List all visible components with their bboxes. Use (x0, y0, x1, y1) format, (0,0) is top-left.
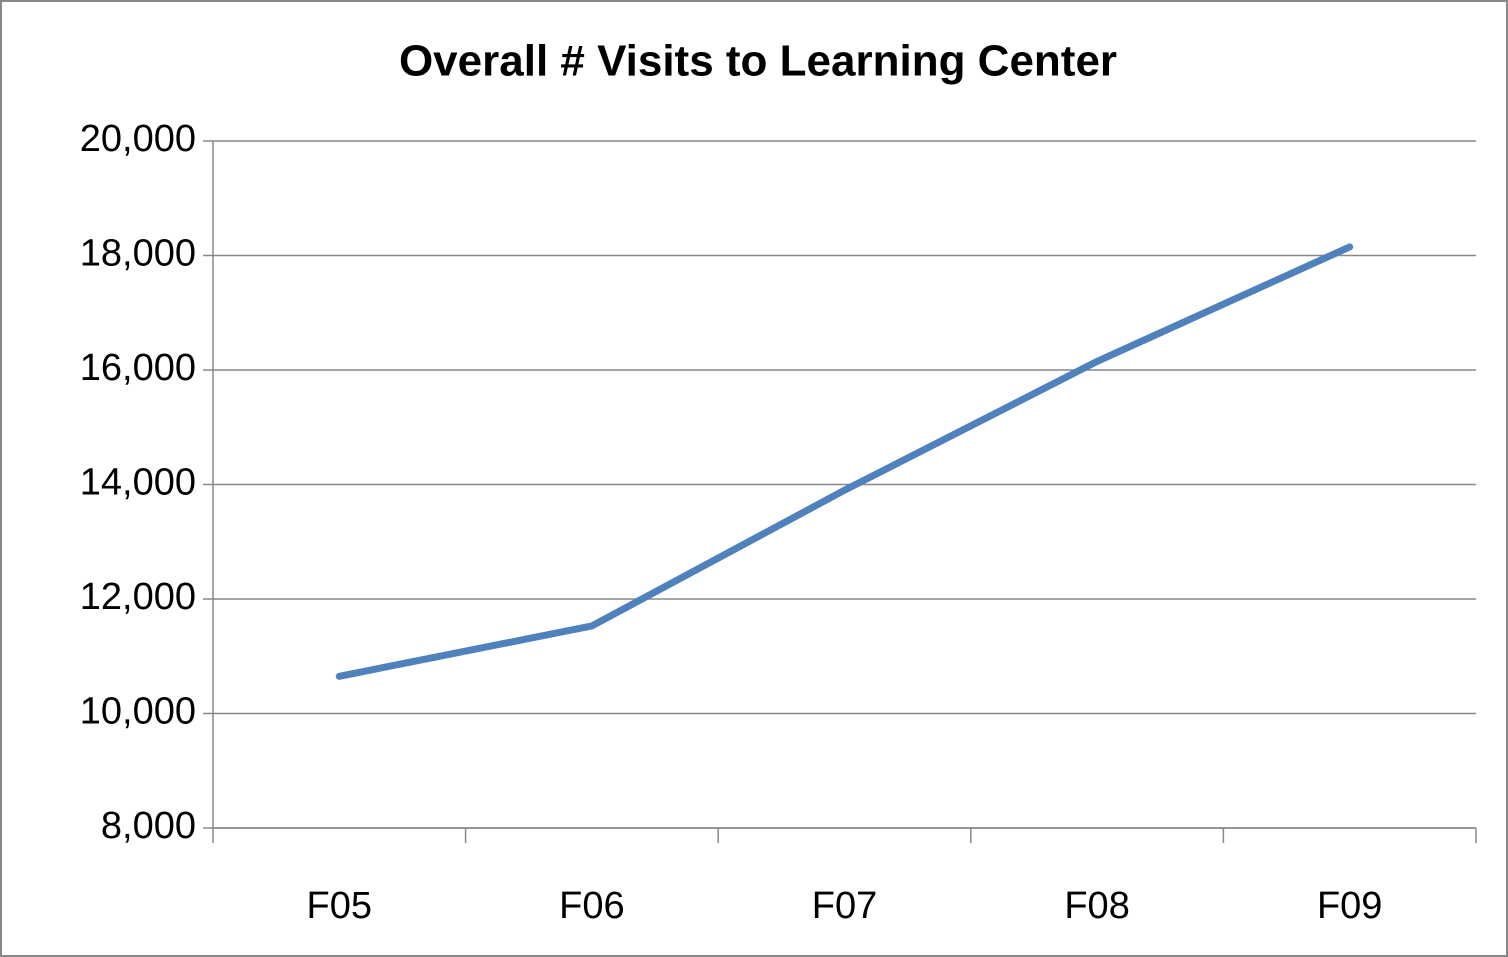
y-tick-label: 8,000 (101, 805, 196, 847)
x-tick-label: F05 (307, 885, 372, 927)
y-tick-label: 20,000 (80, 118, 196, 160)
x-tick-label: F08 (1064, 885, 1129, 927)
chart-title: Overall # Visits to Learning Center (399, 37, 1117, 86)
y-tick-label: 10,000 (80, 691, 196, 733)
y-tick-label: 16,000 (80, 347, 196, 389)
y-tick-label: 14,000 (80, 462, 196, 504)
data-line (335, 243, 1354, 680)
x-tick-label: F09 (1317, 885, 1382, 927)
y-tick-label: 18,000 (80, 233, 196, 275)
x-tick-label: F06 (559, 885, 624, 927)
x-tick-label: F07 (812, 885, 877, 927)
y-tick-label: 12,000 (80, 576, 196, 618)
